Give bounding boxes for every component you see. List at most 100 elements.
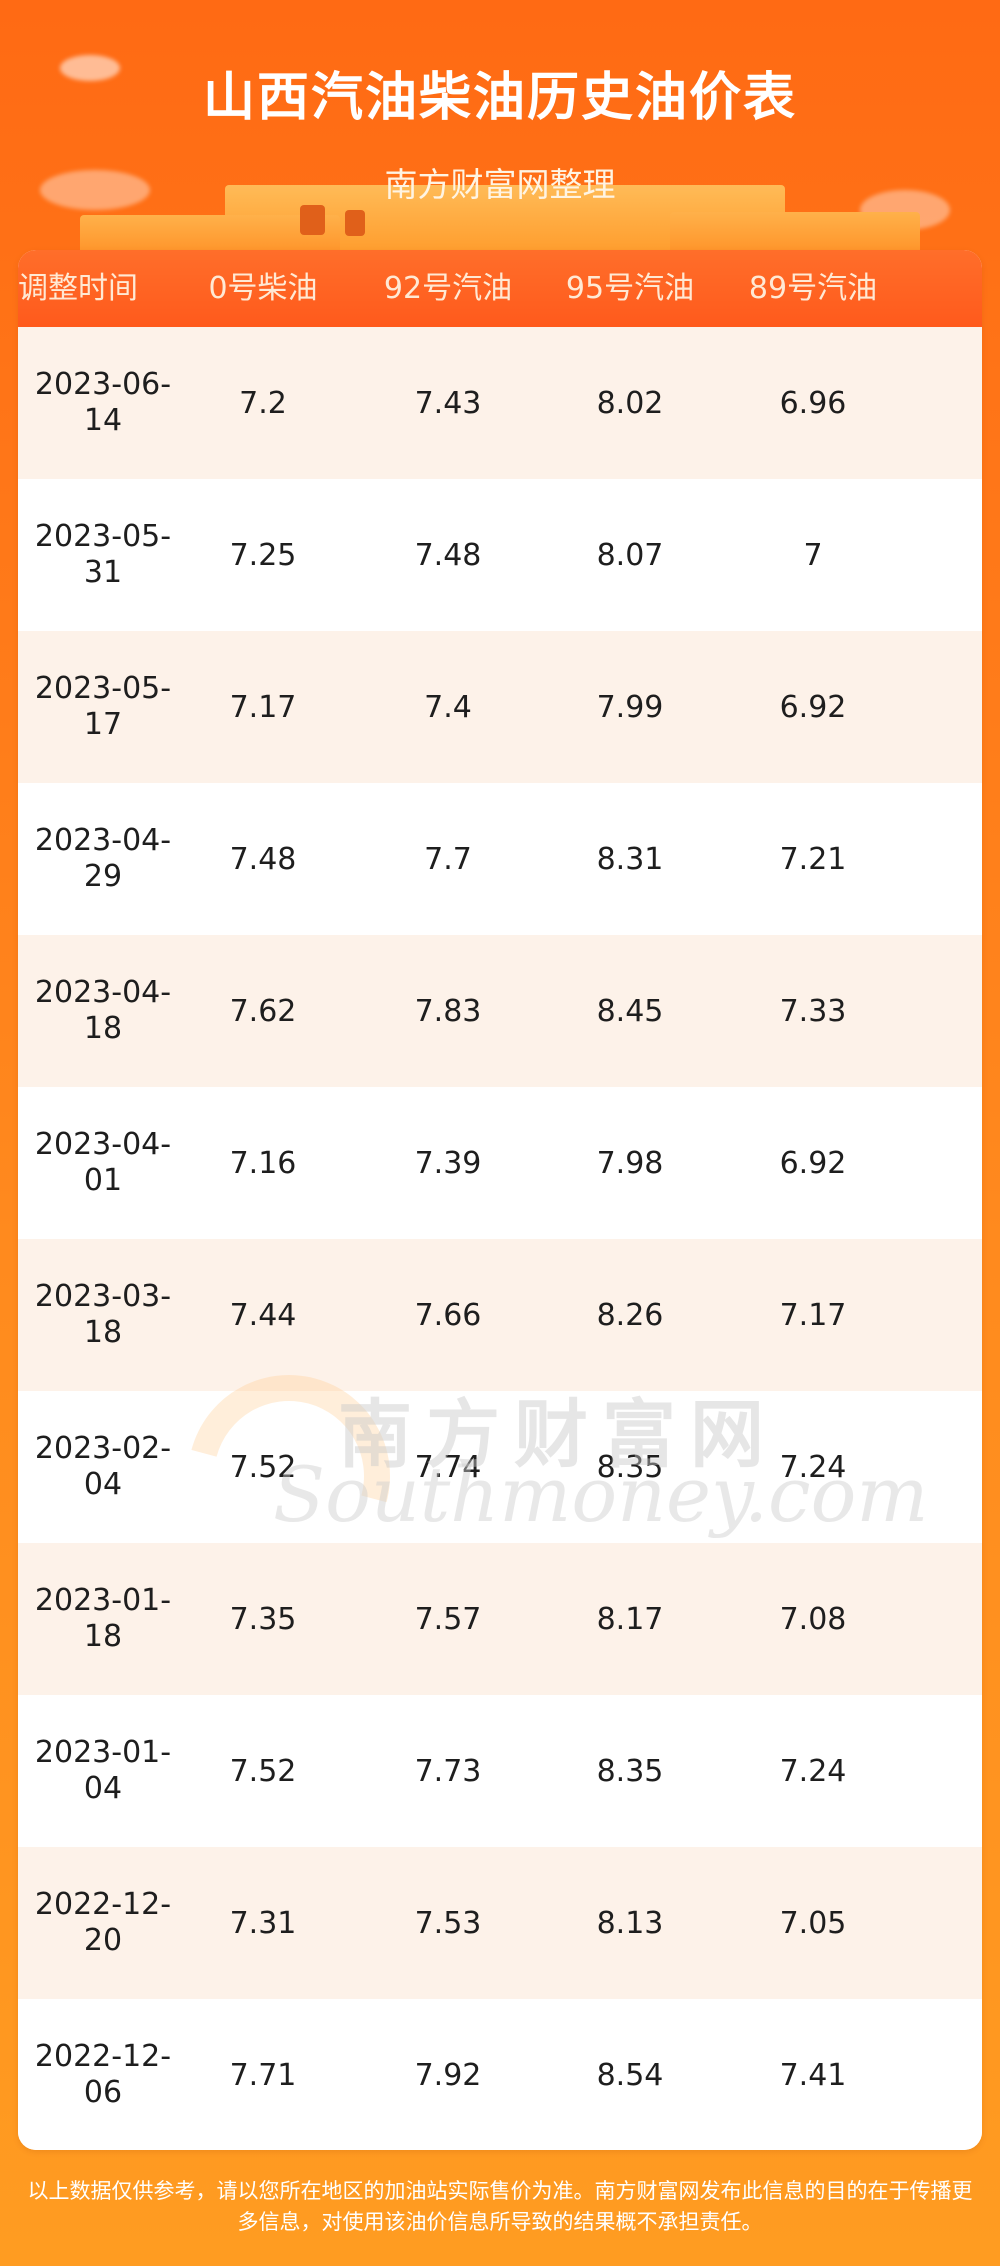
- header-banner: 山西汽油柴油历史油价表 南方财富网整理: [0, 0, 1000, 260]
- table-header: 调整时间 0号柴油 92号汽油 95号汽油 89号汽油: [18, 250, 982, 327]
- cloud-decoration: [40, 170, 150, 210]
- date-line: 06: [83, 2075, 123, 2110]
- date-line: 29: [83, 859, 123, 894]
- price-cell-diesel0: 7.16: [229, 1145, 297, 1181]
- price-cell-gas89: 7.08: [779, 1601, 847, 1637]
- price-cell-gas95: 8.17: [596, 1601, 664, 1637]
- price-cell-diesel0: 7.2: [239, 385, 287, 421]
- price-cell-gas92: 7.53: [414, 1905, 482, 1941]
- price-cell-gas92: 7.4: [424, 689, 472, 725]
- price-cell-diesel0: 7.52: [229, 1753, 297, 1789]
- cloud-decoration: [60, 55, 120, 81]
- date-line: 20: [83, 1923, 123, 1958]
- date-line: 2023-04-: [34, 975, 172, 1010]
- price-cell-diesel0: 7.35: [229, 1601, 297, 1637]
- date-line: 2023-04-: [34, 1127, 172, 1162]
- price-cell-diesel0: 7.62: [229, 993, 297, 1029]
- date-line: 31: [83, 555, 123, 590]
- price-cell-gas95: 8.26: [596, 1297, 664, 1333]
- price-cell-gas95: 8.07: [596, 537, 664, 573]
- column-header-gas92: 92号汽油: [383, 271, 513, 306]
- table-row: 2022-12- 06 7.71 7.92 8.54 7.41: [18, 1999, 982, 2150]
- price-cell-gas95: 8.13: [596, 1905, 664, 1941]
- table-row: 2023-04- 18 7.62 7.83 8.45 7.33: [18, 935, 982, 1087]
- date-line: 18: [83, 1011, 123, 1046]
- date-cell: 2023-06- 14: [18, 327, 188, 479]
- date-cell: 2022-12- 20: [18, 1847, 188, 1999]
- date-line: 2023-03-: [34, 1279, 172, 1314]
- price-cell-gas92: 7.7: [424, 841, 472, 877]
- price-cell-gas89: 7.17: [779, 1297, 847, 1333]
- price-cell-gas89: 6.92: [779, 689, 847, 725]
- price-cell-diesel0: 7.52: [229, 1449, 297, 1485]
- price-cell-gas95: 7.99: [596, 689, 664, 725]
- column-header-date: 调整时间: [18, 271, 138, 306]
- price-cell-diesel0: 7.44: [229, 1297, 297, 1333]
- price-cell-diesel0: 7.71: [229, 2057, 297, 2093]
- table-row: 2023-02- 04 7.52 7.74 8.35 7.24: [18, 1391, 982, 1543]
- column-header-gas89: 89号汽油: [748, 271, 878, 306]
- date-line: 2023-02-: [34, 1431, 172, 1466]
- date-cell: 2023-05- 17: [18, 631, 188, 783]
- disclaimer-line: 多信息，对使用该油价信息所导致的结果概不承担责任。: [237, 2210, 763, 2234]
- table-row: 2023-05- 17 7.17 7.4 7.99 6.92: [18, 631, 982, 783]
- price-cell-gas89: 7.24: [779, 1753, 847, 1789]
- price-cell-gas92: 7.48: [414, 537, 482, 573]
- price-cell-gas92: 7.39: [414, 1145, 482, 1181]
- price-cell-gas95: 8.45: [596, 993, 664, 1029]
- date-line: 17: [83, 707, 123, 742]
- table-row: 2023-03- 18 7.44 7.66 8.26 7.17: [18, 1239, 982, 1391]
- price-cell-gas92: 7.43: [414, 385, 482, 421]
- date-line: 04: [83, 1467, 123, 1502]
- price-cell-gas92: 7.73: [414, 1753, 482, 1789]
- price-cell-gas95: 8.31: [596, 841, 664, 877]
- price-cell-gas89: 7: [803, 537, 823, 573]
- table-row: 2023-06- 14 7.2 7.43 8.02 6.96: [18, 327, 982, 479]
- date-cell: 2023-04- 01: [18, 1087, 188, 1239]
- date-line: 04: [83, 1771, 123, 1806]
- page-subtitle: 南方财富网整理: [384, 165, 616, 204]
- price-cell-diesel0: 7.48: [229, 841, 297, 877]
- date-cell: 2023-04- 29: [18, 783, 188, 935]
- price-cell-gas92: 7.92: [414, 2057, 482, 2093]
- price-cell-gas92: 7.66: [414, 1297, 482, 1333]
- price-cell-gas89: 6.92: [779, 1145, 847, 1181]
- date-cell: 2023-04- 18: [18, 935, 188, 1087]
- date-line: 2023-01-: [34, 1583, 172, 1618]
- price-cell-gas95: 8.54: [596, 2057, 664, 2093]
- date-cell: 2023-03- 18: [18, 1239, 188, 1391]
- price-cell-gas95: 7.98: [596, 1145, 664, 1181]
- table-row: 2022-12- 20 7.31 7.53 8.13 7.05: [18, 1847, 982, 1999]
- date-line: 18: [83, 1315, 123, 1350]
- banner-block-decoration: [345, 210, 365, 236]
- price-cell-gas95: 8.35: [596, 1449, 664, 1485]
- price-cell-gas95: 8.35: [596, 1753, 664, 1789]
- date-cell: 2022-12- 06: [18, 1999, 188, 2150]
- date-cell: 2023-02- 04: [18, 1391, 188, 1543]
- date-line: 2023-01-: [34, 1735, 172, 1770]
- date-line: 14: [83, 403, 123, 438]
- date-cell: 2023-01- 18: [18, 1543, 188, 1695]
- table-row: 2023-04- 01 7.16 7.39 7.98 6.92: [18, 1087, 982, 1239]
- banner-block-decoration: [300, 205, 325, 235]
- date-line: 2023-04-: [34, 823, 172, 858]
- price-cell-gas89: 7.05: [779, 1905, 847, 1941]
- price-cell-diesel0: 7.31: [229, 1905, 297, 1941]
- page-title: 山西汽油柴油历史油价表: [202, 68, 797, 128]
- table-row: 2023-05- 31 7.25 7.48 8.07 7: [18, 479, 982, 631]
- date-line: 2023-06-: [34, 367, 172, 402]
- price-cell-gas92: 7.57: [414, 1601, 482, 1637]
- date-cell: 2023-01- 04: [18, 1695, 188, 1847]
- table-row: 2023-01- 18 7.35 7.57 8.17 7.08: [18, 1543, 982, 1695]
- price-cell-gas89: 7.24: [779, 1449, 847, 1485]
- date-line: 01: [83, 1163, 123, 1198]
- table-row: 2023-01- 04 7.52 7.73 8.35 7.24: [18, 1695, 982, 1847]
- price-cell-gas89: 6.96: [779, 385, 847, 421]
- price-cell-gas95: 8.02: [596, 385, 664, 421]
- date-line: 2022-12-: [34, 2039, 172, 2074]
- disclaimer: 以上数据仅供参考，请以您所在地区的加油站实际售价为准。南方财富网发布此信息的目的…: [0, 2176, 1000, 2238]
- disclaimer-line: 以上数据仅供参考，请以您所在地区的加油站实际售价为准。南方财富网发布此信息的目的…: [27, 2179, 973, 2203]
- price-cell-gas92: 7.74: [414, 1449, 482, 1485]
- price-cell-diesel0: 7.25: [229, 537, 297, 573]
- date-line: 2023-05-: [34, 671, 172, 706]
